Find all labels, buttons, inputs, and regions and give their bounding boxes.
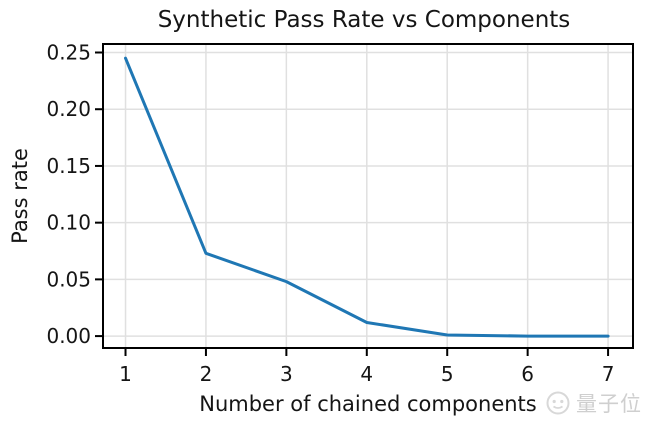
- y-tick-label: 0.15: [46, 154, 91, 178]
- watermark: 量子位: [545, 388, 642, 418]
- data-line-pass_rate: [124, 56, 610, 338]
- y-tick-label: 0.20: [46, 97, 91, 121]
- x-tick-label: 3: [280, 362, 293, 386]
- y-tick-label: 0.05: [46, 267, 91, 291]
- x-tick-label: 5: [441, 362, 454, 386]
- chart-title: Synthetic Pass Rate vs Components: [157, 7, 571, 33]
- x-tick-label: 2: [200, 362, 213, 386]
- y-tick-label: 0.10: [46, 211, 91, 235]
- axes-spines: [102, 43, 634, 349]
- x-tick-label: 7: [602, 362, 615, 386]
- x-tick-label: 1: [119, 362, 132, 386]
- y-tick-label: 0.25: [46, 41, 91, 65]
- qbitai-logo-icon: [546, 391, 570, 415]
- x-axis-label: Number of chained components: [199, 392, 537, 416]
- y-tick-label: 0.00: [46, 324, 91, 348]
- watermark-text: 量子位: [576, 392, 642, 416]
- x-tick-label: 6: [521, 362, 534, 386]
- x-tick-label: 4: [360, 362, 373, 386]
